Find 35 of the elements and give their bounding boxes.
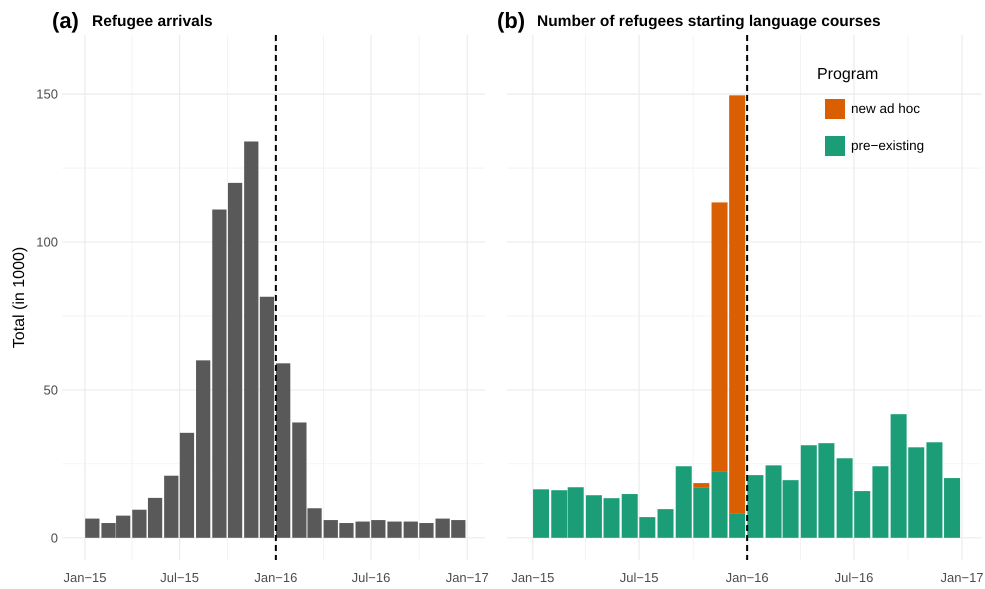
text: (a): [52, 8, 79, 33]
legend-title: Program: [817, 66, 878, 83]
x-tick-label: Jan−17: [446, 570, 489, 585]
bar: [658, 509, 674, 538]
x-tick-label: Jul−16: [352, 570, 390, 585]
text: (b): [497, 8, 526, 33]
legend-label: pre−existing: [851, 138, 924, 153]
bar: [622, 494, 638, 538]
x-tick-label: Jul−15: [620, 570, 658, 585]
x-tick-label: Jan−15: [511, 570, 554, 585]
bar: [196, 360, 210, 538]
bar: [639, 517, 656, 538]
bar: [693, 488, 710, 538]
bar: [693, 483, 710, 488]
x-tick-label: Jan−15: [64, 570, 107, 585]
bar: [747, 475, 764, 538]
x-tick-label: Jan−16: [254, 570, 298, 585]
chart-title: Number of refugees starting language courses: [537, 13, 881, 30]
x-tick-label: Jan−16: [726, 570, 769, 585]
legend-label: new ad hoc: [851, 101, 920, 116]
x-tick-label: Jan−17: [940, 570, 984, 585]
y-tick-label: 0: [50, 530, 58, 546]
x-tick-label: Jul−16: [834, 570, 874, 585]
chart-title: Refugee arrivals: [92, 13, 213, 30]
bar: [676, 466, 692, 538]
y-tick-label: 50: [44, 382, 58, 398]
bar: [872, 466, 888, 538]
x-tick-label: Jul−15: [160, 570, 199, 585]
y-tick-label: 100: [36, 234, 58, 250]
y-tick-label: 150: [36, 86, 58, 102]
bar: [276, 363, 290, 538]
bar: [85, 518, 100, 538]
bar: [387, 522, 402, 538]
bar: [533, 489, 550, 538]
y-axis-title: Total (in 1000): [11, 246, 28, 348]
